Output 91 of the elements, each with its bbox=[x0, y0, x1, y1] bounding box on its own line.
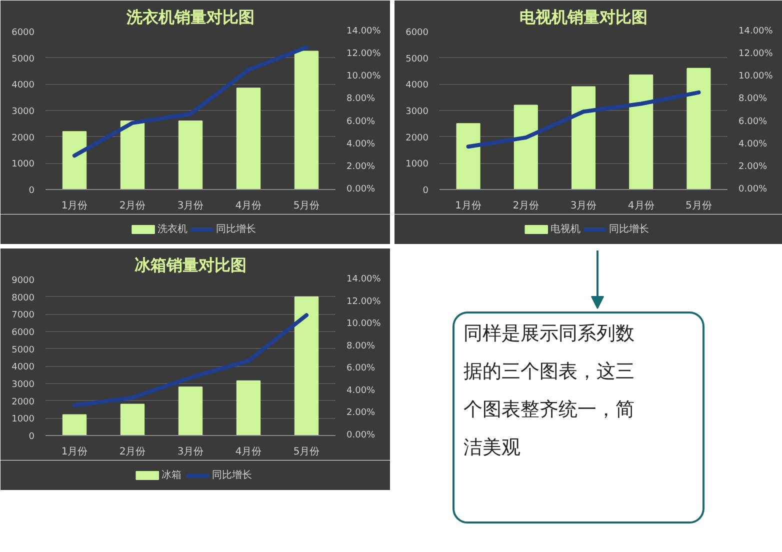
legend-label: 同比增长 bbox=[212, 469, 252, 481]
bar bbox=[236, 380, 261, 436]
y-tick-label: 2000 bbox=[12, 133, 35, 144]
legend-label: 同比增长 bbox=[216, 223, 256, 235]
line-series bbox=[72, 45, 308, 158]
y2-tick-label: 4.00% bbox=[738, 139, 768, 150]
y2-tick-label: 6.00% bbox=[346, 116, 376, 127]
y-tick-label: 1000 bbox=[406, 160, 429, 170]
y2-tick-label: 0.00% bbox=[346, 184, 376, 194]
y2-tick-label: 14.00% bbox=[738, 26, 774, 36]
y-tick-label: 3000 bbox=[12, 380, 35, 390]
bar bbox=[62, 131, 87, 190]
chart-title: 洗衣机销量对比图 bbox=[126, 8, 254, 26]
bar bbox=[571, 86, 596, 190]
x-tick-label: 5月份 bbox=[293, 446, 320, 458]
y-tick-label: 3000 bbox=[12, 107, 35, 117]
x-tick-label: 2月份 bbox=[512, 200, 540, 212]
y-tick-label: 4000 bbox=[406, 80, 429, 91]
y-tick-label: 5000 bbox=[12, 54, 35, 64]
line-series bbox=[466, 90, 701, 149]
bar bbox=[629, 74, 654, 190]
bar bbox=[294, 50, 319, 190]
y-tick-label: 1000 bbox=[12, 160, 35, 170]
legend-label: 冰箱 bbox=[162, 469, 182, 481]
legend-label: 电视机 bbox=[550, 223, 580, 235]
x-tick-label: 5月份 bbox=[686, 200, 712, 212]
y-tick-label: 6000 bbox=[12, 28, 35, 38]
y2-tick-label: 4.00% bbox=[346, 386, 376, 396]
bar bbox=[236, 88, 261, 190]
chart-title: 冰箱销量对比图 bbox=[134, 256, 246, 274]
x-tick-label: 2月份 bbox=[119, 446, 146, 458]
y2-tick-label: 12.00% bbox=[346, 296, 382, 307]
text: 同样是展示同系列数据的三个图表，这三个图表整齐统一，简洁美观 bbox=[464, 322, 634, 458]
y-tick-label: 7000 bbox=[12, 310, 35, 321]
y2-tick-label: 8.00% bbox=[346, 341, 376, 352]
bar bbox=[120, 404, 145, 436]
y2-tick-label: 10.00% bbox=[738, 72, 774, 82]
y2-tick-label: 2.00% bbox=[346, 162, 376, 172]
y2-tick-label: 10.00% bbox=[346, 319, 382, 330]
bar bbox=[62, 414, 87, 436]
y-tick-label: 5000 bbox=[406, 54, 429, 64]
y2-tick-label: 8.00% bbox=[346, 94, 376, 104]
y-tick-label: 3000 bbox=[406, 107, 429, 117]
y-tick-label: 2000 bbox=[406, 133, 429, 144]
legend-label: 同比增长 bbox=[609, 223, 650, 235]
x-tick-label: 1月份 bbox=[61, 200, 88, 212]
y-tick-label: 4000 bbox=[12, 80, 35, 91]
y-tick-label: 5000 bbox=[12, 345, 35, 356]
x-tick-label: 2月份 bbox=[119, 200, 146, 212]
y-tick-label: 6000 bbox=[406, 28, 429, 38]
x-tick-label: 5月份 bbox=[293, 200, 320, 212]
x-tick-label: 4月份 bbox=[235, 200, 262, 212]
y-tick-label: 8000 bbox=[12, 293, 35, 304]
bar bbox=[178, 120, 203, 190]
y-tick-label: 4000 bbox=[12, 362, 35, 373]
bar bbox=[514, 104, 538, 190]
bar bbox=[456, 123, 480, 190]
y2-tick-label: 8.00% bbox=[738, 94, 768, 104]
line-series bbox=[72, 313, 308, 408]
y-tick-label: 0 bbox=[28, 432, 35, 442]
x-tick-label: 4月份 bbox=[628, 200, 654, 212]
y2-tick-label: 0.00% bbox=[346, 430, 376, 440]
y-tick-label: 6000 bbox=[12, 328, 35, 338]
x-tick-label: 4月份 bbox=[235, 446, 262, 458]
y2-tick-label: 10.00% bbox=[346, 72, 382, 82]
x-tick-label: 3月份 bbox=[177, 200, 204, 212]
y-tick-label: 0 bbox=[422, 186, 429, 196]
bar bbox=[686, 68, 711, 190]
bar bbox=[120, 120, 145, 190]
x-tick-label: 3月份 bbox=[177, 446, 204, 458]
y2-tick-label: 0.00% bbox=[738, 184, 768, 194]
y2-tick-label: 6.00% bbox=[346, 364, 376, 374]
legend-label: 洗衣机 bbox=[157, 223, 188, 235]
y2-tick-label: 2.00% bbox=[346, 408, 376, 418]
y2-tick-label: 14.00% bbox=[346, 26, 382, 36]
x-tick-label: 3月份 bbox=[570, 200, 597, 212]
y-tick-label: 9000 bbox=[12, 276, 35, 286]
bar bbox=[294, 296, 319, 436]
y2-tick-label: 12.00% bbox=[346, 49, 382, 60]
x-tick-label: 1月份 bbox=[61, 446, 88, 458]
chart-title: 电视机销量对比图 bbox=[520, 8, 648, 26]
y2-tick-label: 12.00% bbox=[738, 49, 774, 60]
x-tick-label: 1月份 bbox=[455, 200, 482, 212]
y-tick-label: 0 bbox=[28, 186, 35, 196]
y2-tick-label: 4.00% bbox=[346, 139, 376, 150]
y-tick-label: 2000 bbox=[12, 397, 35, 408]
y2-tick-label: 6.00% bbox=[738, 116, 768, 127]
bar bbox=[178, 386, 203, 436]
y-tick-label: 1000 bbox=[12, 414, 35, 425]
y2-tick-label: 2.00% bbox=[738, 162, 768, 172]
y2-tick-label: 14.00% bbox=[346, 274, 382, 284]
